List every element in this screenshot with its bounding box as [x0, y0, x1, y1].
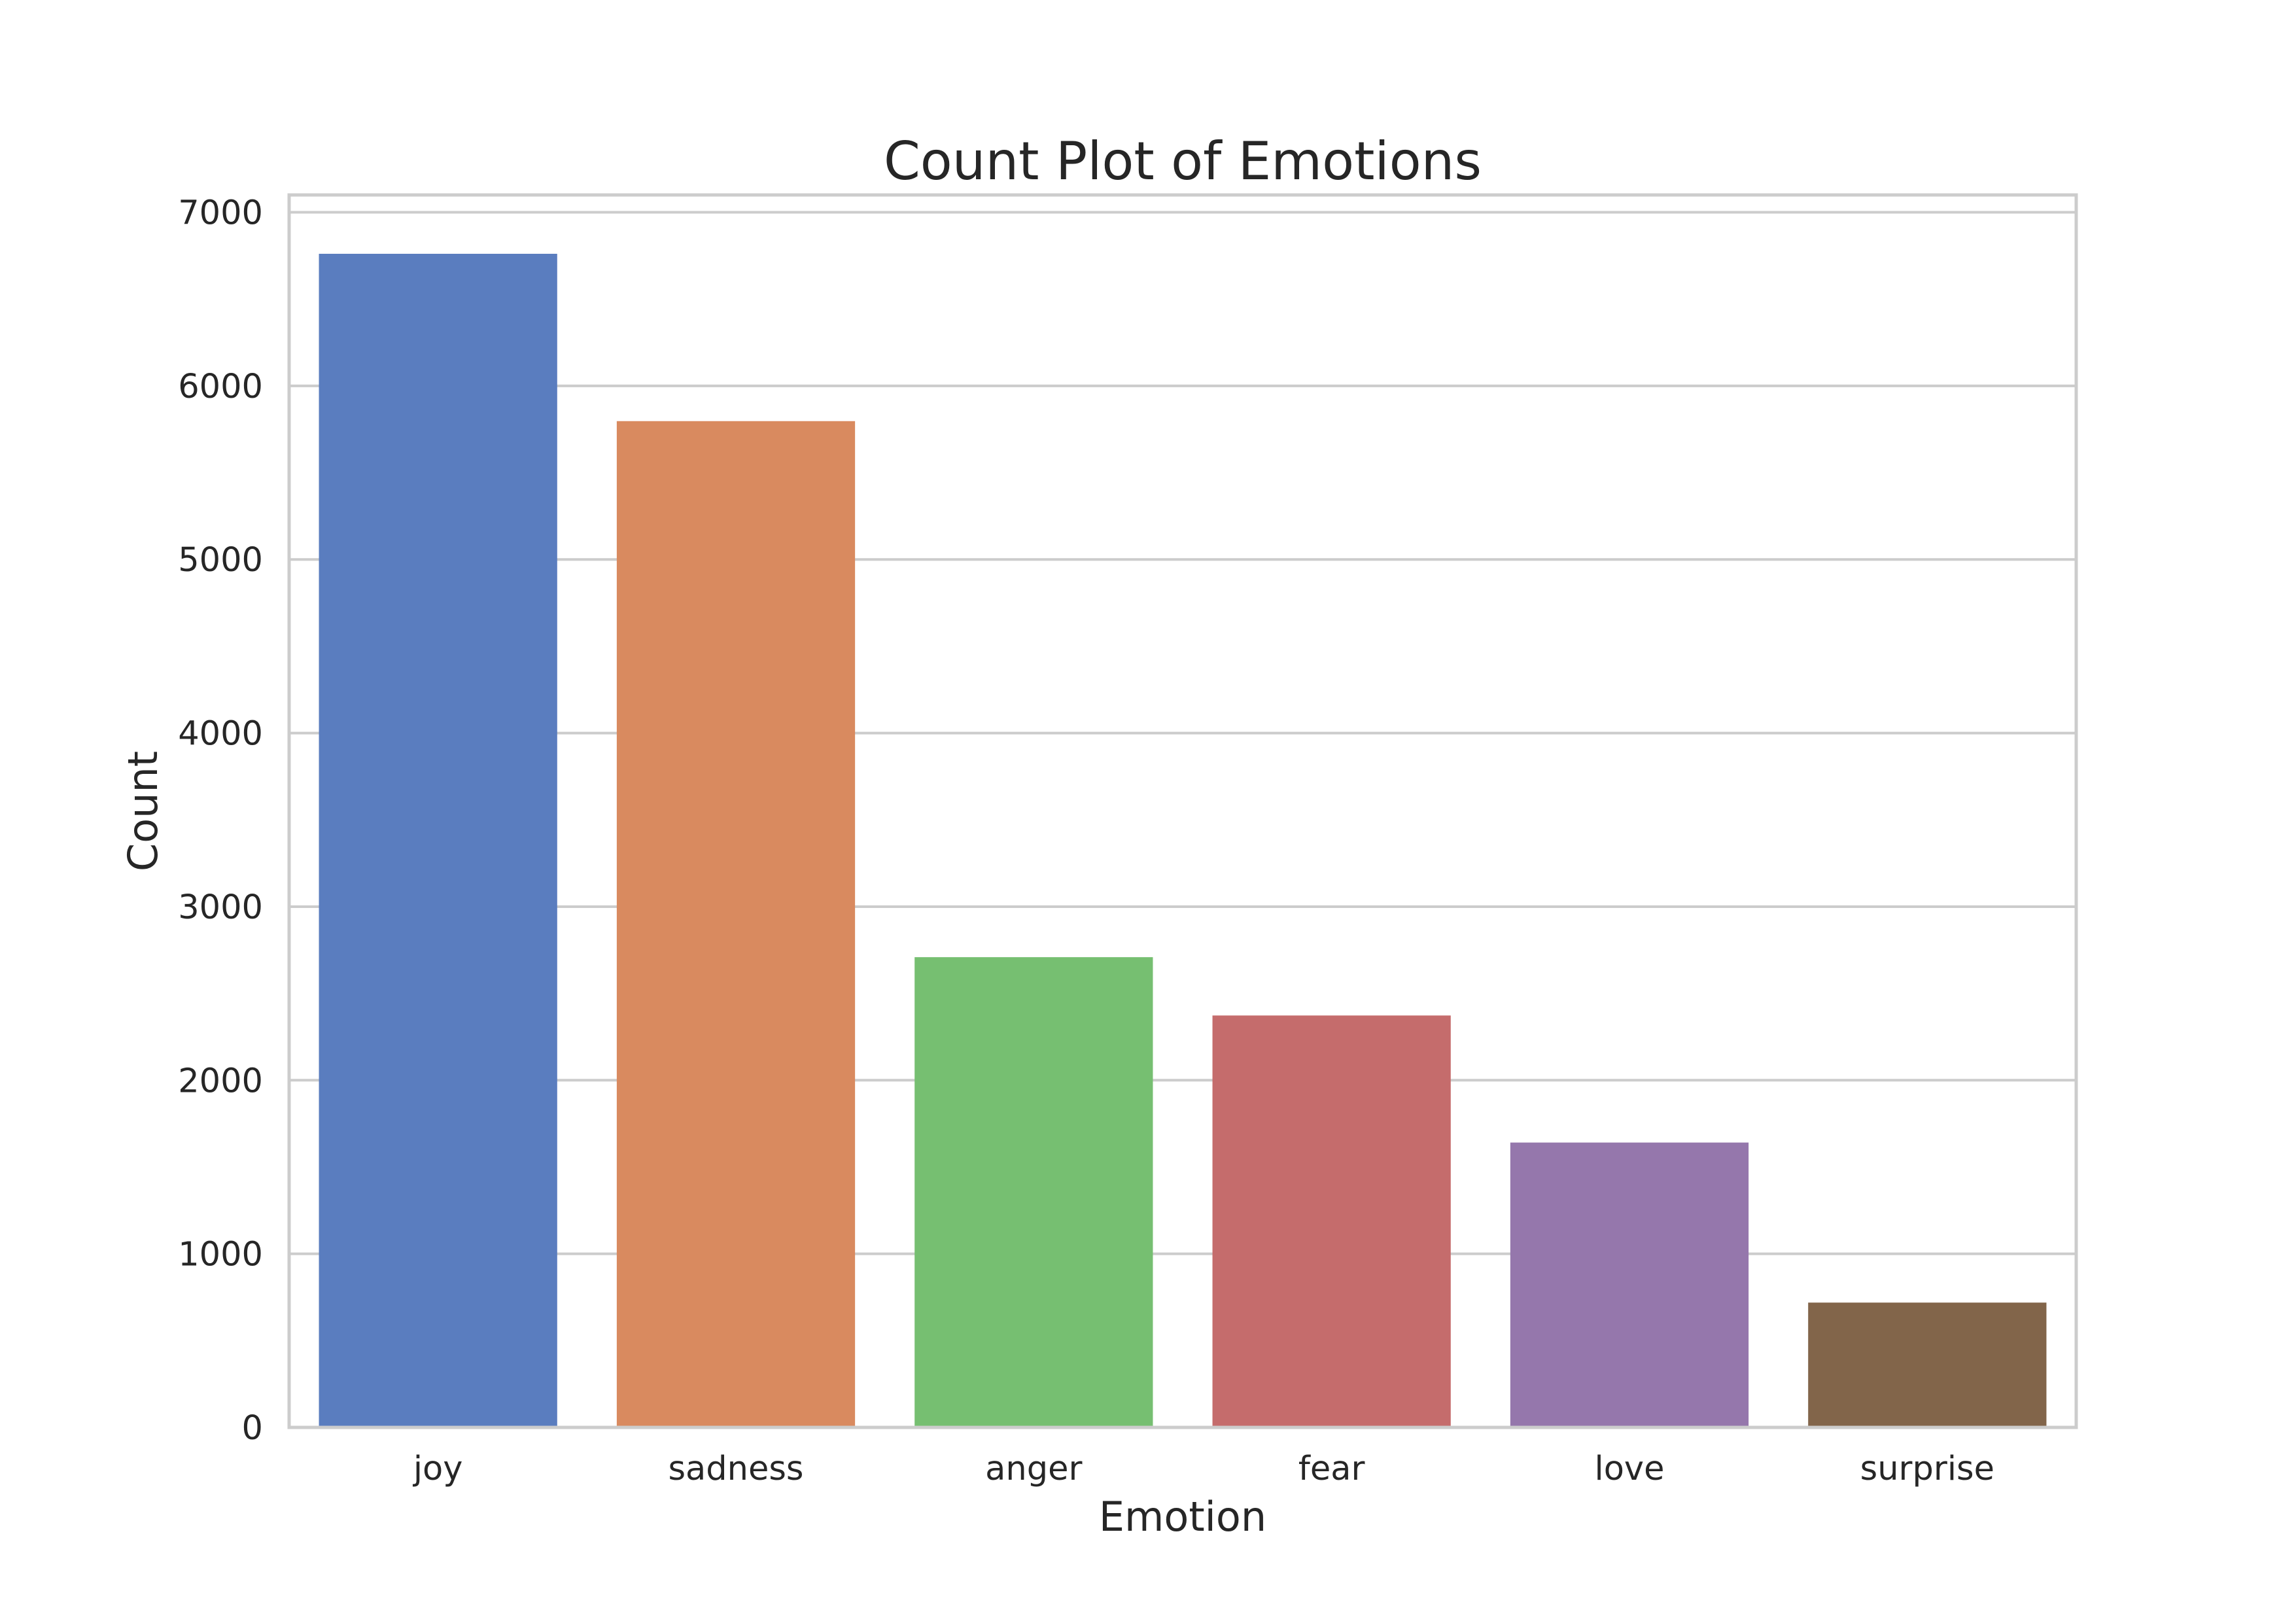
- x-tick-label-love: love: [1595, 1450, 1665, 1488]
- x-tick-label-joy: joy: [413, 1450, 463, 1488]
- x-tick-labels: joy sadness anger fear love surprise: [413, 1450, 1994, 1488]
- y-gridlines: [289, 211, 2076, 1429]
- y-tick-labels: 0 1000 2000 3000 4000 5000 6000 7000: [178, 194, 263, 1448]
- x-tick-label-fear: fear: [1298, 1450, 1365, 1488]
- chart-title: Count Plot of Emotions: [884, 131, 1482, 192]
- bar-joy: [319, 253, 557, 1428]
- x-tick-label-anger: anger: [985, 1450, 1082, 1488]
- bars: [319, 253, 2047, 1428]
- x-axis-title: Emotion: [1099, 1493, 1266, 1541]
- x-tick-label-surprise: surprise: [1860, 1450, 1994, 1488]
- y-tick-label-2000: 2000: [178, 1062, 263, 1100]
- bar-sadness: [616, 421, 856, 1427]
- y-tick-label-4000: 4000: [178, 715, 263, 754]
- plot-frame: [287, 193, 2078, 1429]
- bar-anger: [914, 957, 1153, 1427]
- y-tick-label-3000: 3000: [178, 888, 263, 927]
- x-tick-label-sadness: sadness: [668, 1450, 803, 1488]
- y-tick-label-5000: 5000: [178, 541, 263, 580]
- bar-love: [1510, 1142, 1749, 1427]
- bar-surprise: [1808, 1302, 2047, 1427]
- plot-area-background: [289, 195, 2076, 1427]
- y-axis-title: Count: [119, 751, 167, 871]
- y-tick-label-1000: 1000: [178, 1236, 263, 1274]
- y-tick-label-0: 0: [242, 1409, 263, 1448]
- y-tick-label-6000: 6000: [178, 368, 263, 406]
- bar-fear: [1212, 1015, 1451, 1427]
- y-tick-label-7000: 7000: [178, 194, 263, 233]
